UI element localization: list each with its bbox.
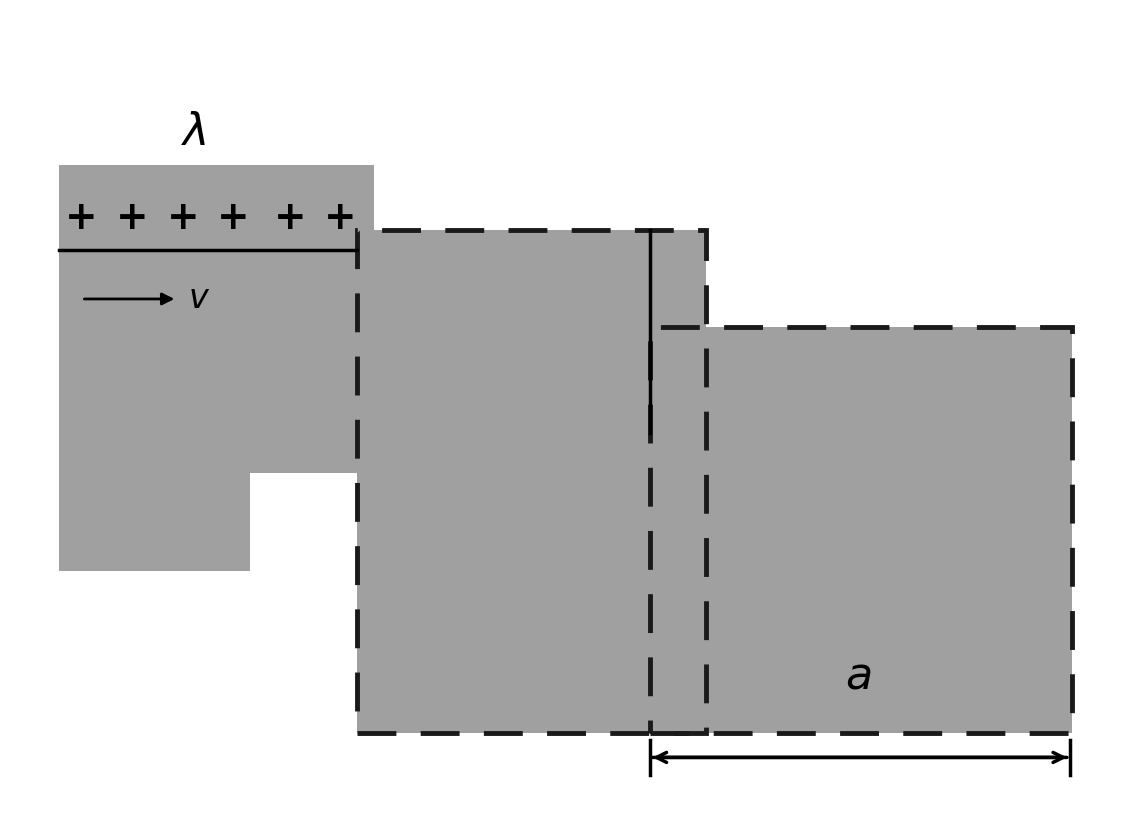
Text: $v$: $v$	[189, 283, 210, 315]
Bar	[650, 328, 1072, 733]
Text: +: +	[115, 199, 148, 237]
Text: +: +	[66, 199, 98, 237]
Text: $a$: $a$	[845, 654, 871, 698]
Bar	[59, 473, 250, 571]
Text: $\lambda$: $\lambda$	[181, 111, 207, 154]
Text: +: +	[274, 199, 307, 237]
Bar	[357, 230, 706, 733]
Bar	[357, 230, 706, 733]
Text: +: +	[325, 199, 356, 237]
Bar	[59, 165, 374, 473]
Text: +: +	[166, 199, 199, 237]
Bar	[650, 328, 1072, 733]
Text: +: +	[217, 199, 250, 237]
